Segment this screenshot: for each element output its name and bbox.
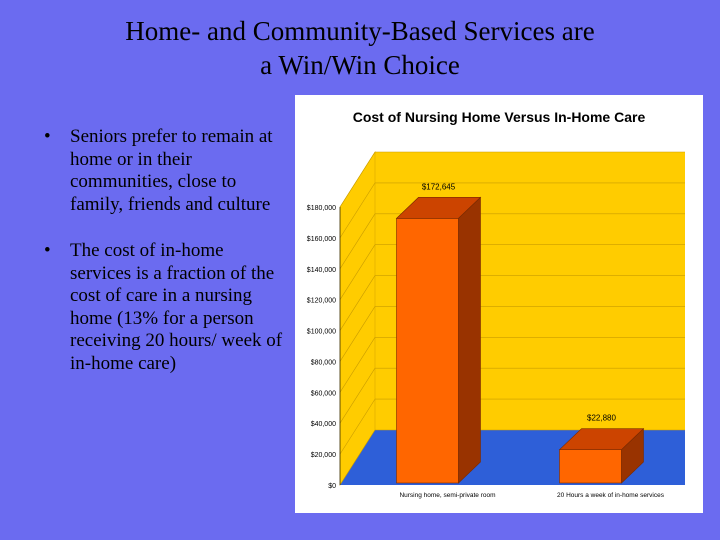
y-tick-label: $140,000 [307, 267, 336, 274]
gridline [339, 244, 376, 300]
bar-chart: $0 $20,000 $40,000 $60,000 $80,000 $100,000 $1… [307, 150, 685, 499]
x-tick-label: Nursing home, semi-private room [399, 492, 495, 499]
slide-title-line-2: a Win/Win Choice [260, 50, 460, 80]
gridline [339, 398, 376, 455]
gridline [339, 275, 376, 331]
bar-side [458, 196, 481, 484]
gridline [339, 337, 376, 393]
chart-container: Cost of Nursing Home Versus In-Home Care… [295, 95, 703, 513]
bar [559, 449, 622, 484]
gridline [339, 306, 376, 362]
bullet-dot-icon: • [44, 126, 51, 147]
chart-side-wall [339, 150, 376, 487]
bullet-dot-icon: • [44, 240, 51, 261]
y-tick-label: $20,000 [311, 452, 336, 459]
bullet-item: • The cost of in-home services is a frac… [44, 240, 284, 375]
gridline [339, 151, 376, 208]
bullet-list: • Seniors prefer to remain at home or in… [44, 126, 284, 399]
gridline [339, 182, 376, 239]
y-tick-label: $120,000 [307, 298, 336, 305]
gridline [339, 429, 376, 486]
y-tick-label: $80,000 [311, 359, 336, 366]
slide-title-line-1: Home- and Community-Based Services are [125, 16, 595, 46]
y-tick-label: $180,000 [307, 205, 336, 212]
y-tick-label: $0 [328, 483, 336, 490]
x-tick-label: 20 Hours a week of in-home services [557, 492, 665, 499]
data-label: $172,645 [422, 182, 456, 191]
bullet-item: • Seniors prefer to remain at home or in… [44, 126, 284, 216]
bar [396, 218, 459, 484]
data-label: $22,880 [587, 414, 616, 423]
y-tick-label: $40,000 [311, 421, 336, 428]
gridline [339, 213, 376, 269]
slide-title: Home- and Community-Based Services are a… [0, 14, 720, 82]
y-tick-label: $160,000 [307, 236, 336, 243]
bullet-text: Seniors prefer to remain at home or in t… [70, 126, 273, 215]
chart-title: Cost of Nursing Home Versus In-Home Care [352, 109, 646, 125]
gridline [339, 368, 376, 424]
y-tick-label: $60,000 [311, 390, 336, 397]
bullet-text: The cost of in-home services is a fracti… [70, 240, 283, 374]
bar-side [621, 427, 644, 484]
y-tick-label: $100,000 [307, 329, 336, 336]
